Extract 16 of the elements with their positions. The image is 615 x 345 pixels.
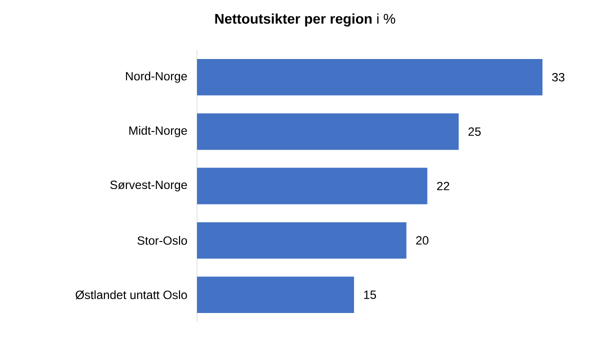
y-tick-label: Midt-Norge: [129, 126, 187, 138]
y-tick-label: Østlandet untatt Oslo: [76, 290, 187, 300]
chart-title: Nettoutsikter per region i %: [215, 13, 396, 27]
data-label: 33: [552, 72, 564, 82]
bar: [197, 168, 428, 204]
y-tick-label: Sørvest-Norge: [110, 180, 187, 192]
bar: [197, 276, 354, 314]
y-tick-label: Nord-Norge: [126, 72, 187, 83]
data-label: 15: [364, 290, 376, 299]
data-label: 25: [468, 127, 481, 136]
bar: [197, 113, 459, 150]
data-label: 22: [437, 182, 450, 190]
bar: [197, 58, 542, 96]
y-tick-label: Stor-Oslo: [138, 236, 187, 245]
data-label: 20: [416, 236, 428, 245]
bar: [197, 222, 406, 259]
